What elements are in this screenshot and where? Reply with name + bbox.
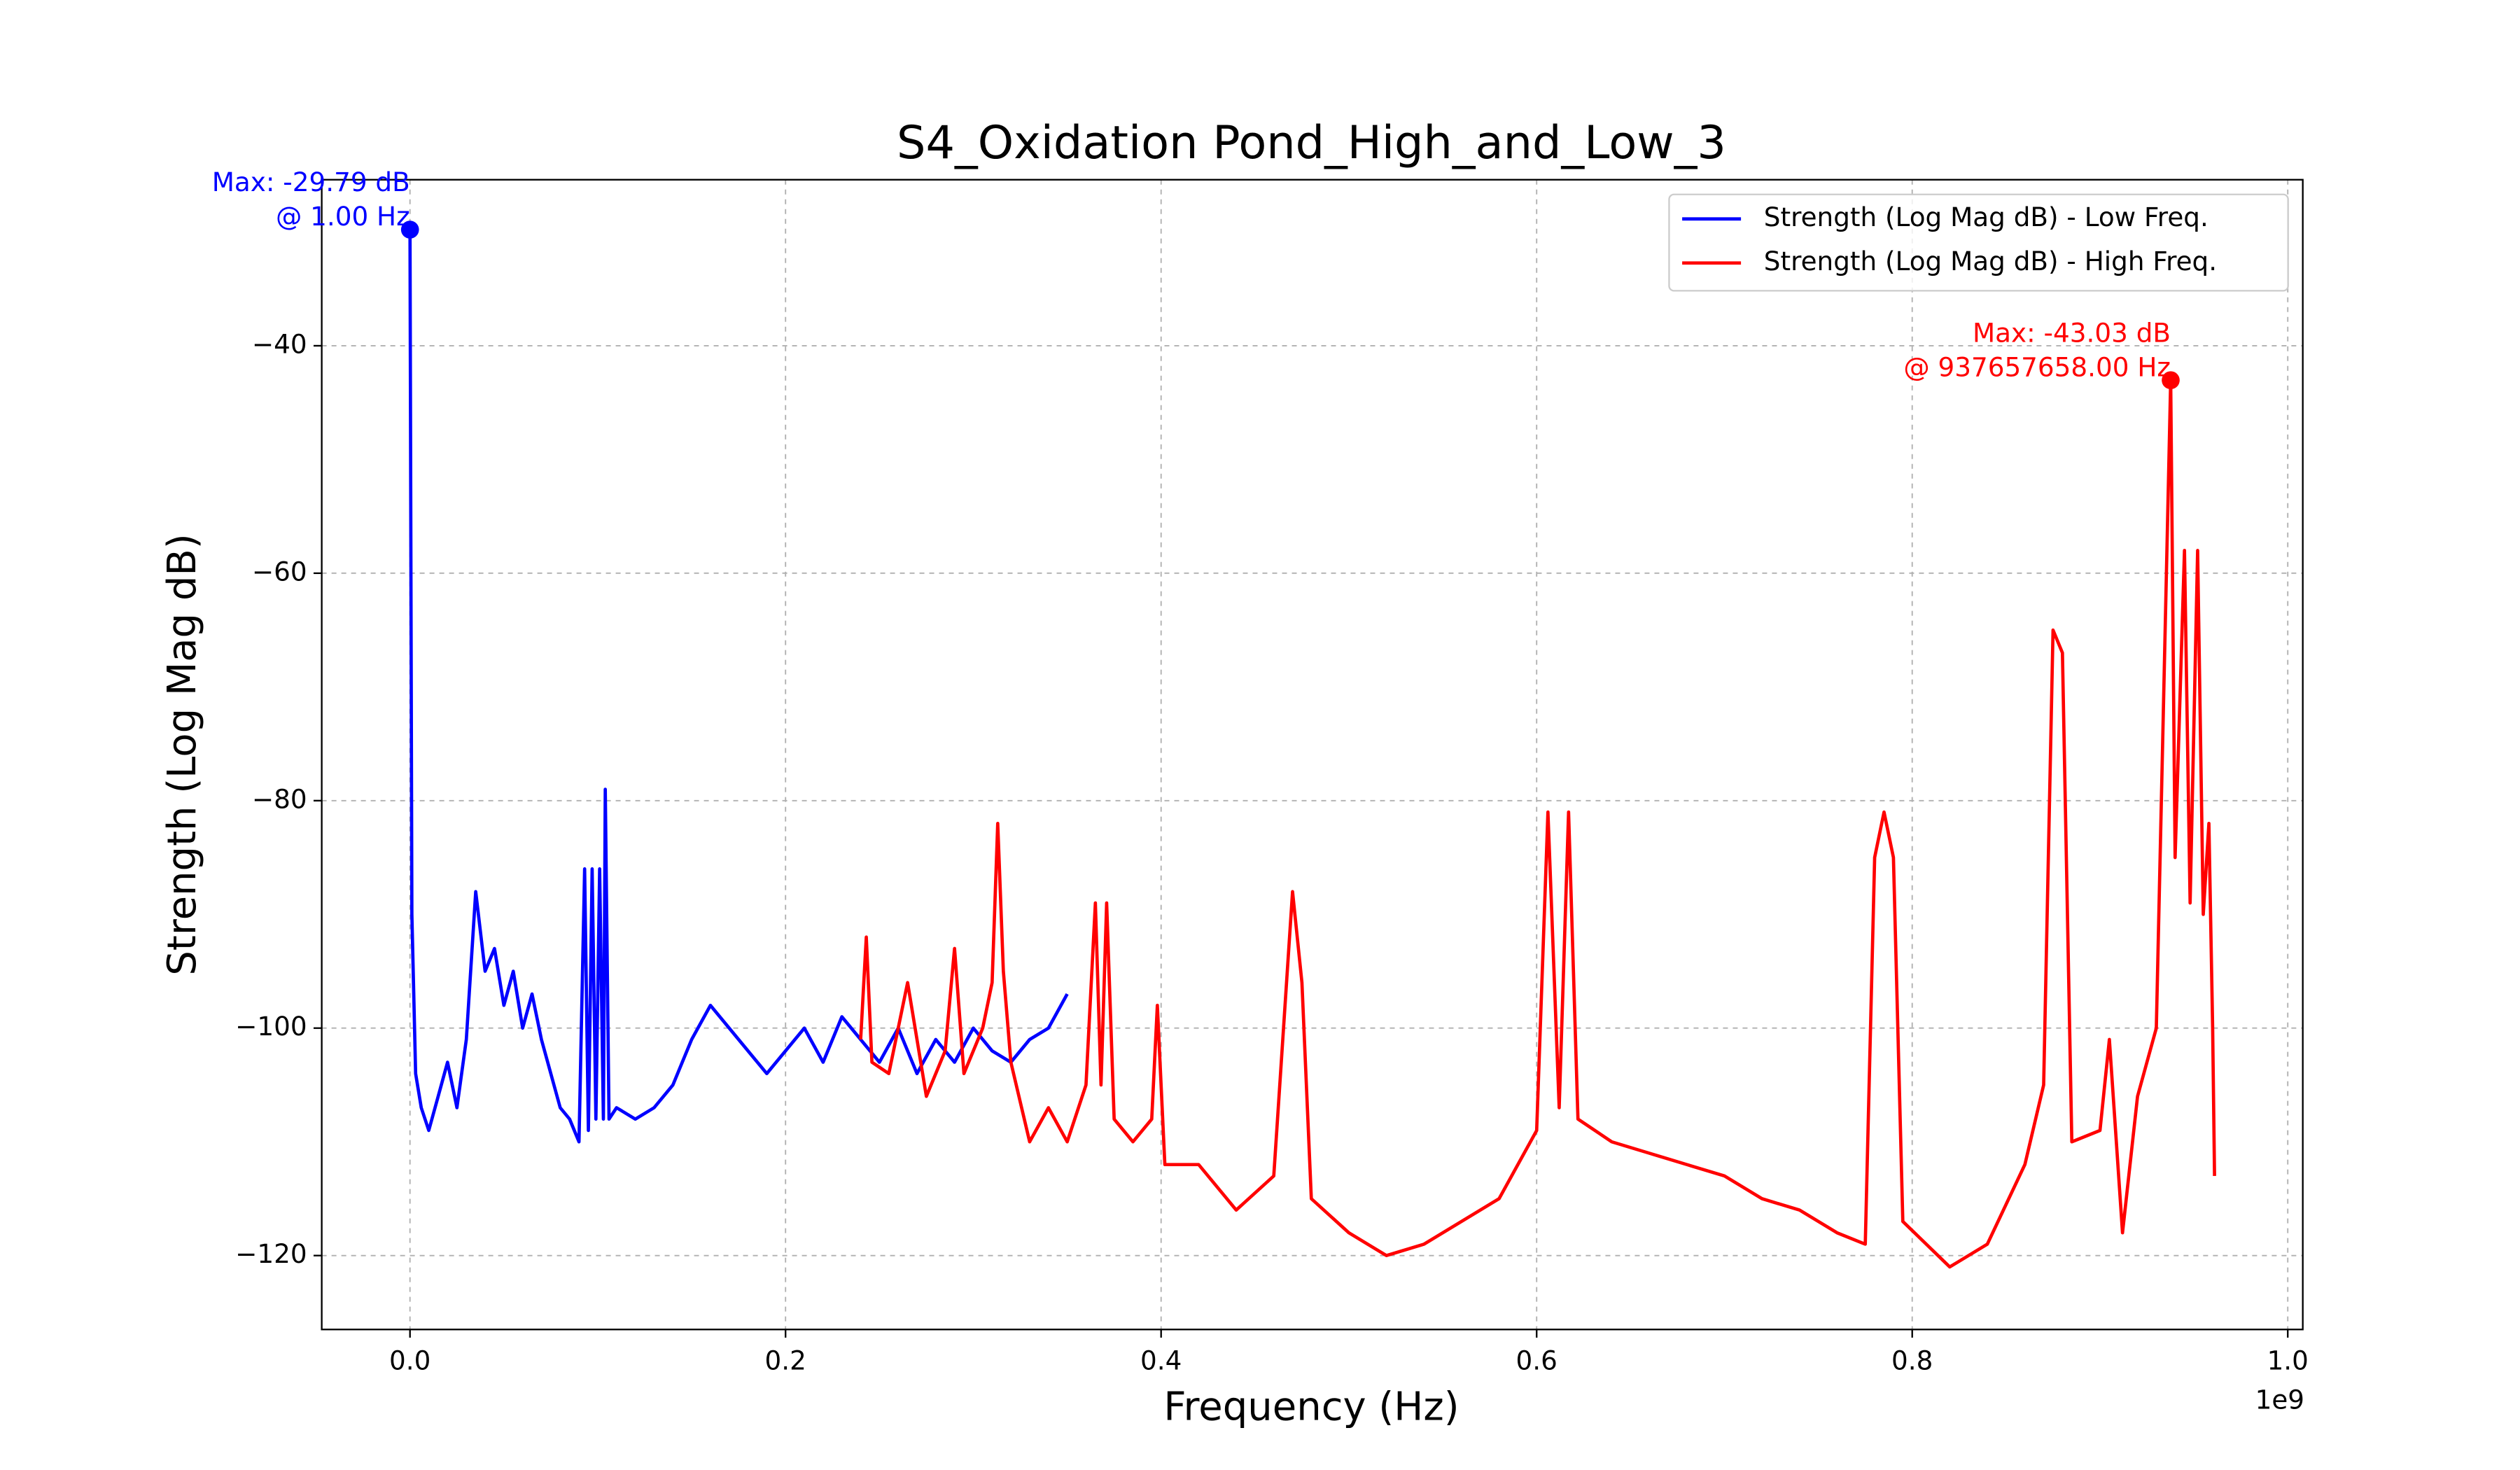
x-tick-label: 0.2 bbox=[765, 1345, 806, 1376]
legend-label: Strength (Log Mag dB) - Low Freq. bbox=[1764, 202, 2208, 232]
x-tick-label: 0.6 bbox=[1516, 1345, 1558, 1376]
legend-label: Strength (Log Mag dB) - High Freq. bbox=[1764, 246, 2217, 276]
y-tick-label: −80 bbox=[252, 783, 307, 814]
legend-box bbox=[1668, 193, 2289, 292]
y-tick-label: −120 bbox=[235, 1238, 307, 1269]
x-axis-label: Frequency (Hz) bbox=[1163, 1385, 1459, 1430]
x-tick-label: 0.0 bbox=[389, 1345, 430, 1376]
max-marker bbox=[2162, 371, 2180, 389]
max-marker bbox=[400, 220, 419, 239]
x-tick-label: 0.8 bbox=[1891, 1345, 1933, 1376]
annotation-text: @ 937657658.00 Hz bbox=[1903, 351, 2171, 382]
series-line bbox=[859, 378, 2216, 1269]
y-tick-label: −60 bbox=[252, 556, 307, 587]
y-tick-label: −40 bbox=[252, 328, 307, 359]
plot-frame bbox=[321, 178, 2304, 1331]
x-offset-label: 1e9 bbox=[2255, 1384, 2304, 1415]
series-line bbox=[408, 230, 1069, 1144]
x-tick-label: 1.0 bbox=[2267, 1345, 2309, 1376]
annotation-text: @ 1.00 Hz bbox=[276, 201, 410, 232]
y-axis-label: Strength (Log Mag dB) bbox=[160, 533, 205, 975]
y-tick-label: −100 bbox=[235, 1011, 307, 1042]
x-tick-label: 0.4 bbox=[1140, 1345, 1182, 1376]
annotation-text: Max: -29.79 dB bbox=[212, 167, 410, 197]
annotation-text: Max: -43.03 dB bbox=[1973, 317, 2171, 348]
chart-title: S4_Oxidation Pond_High_and_Low_3 bbox=[897, 116, 1726, 169]
